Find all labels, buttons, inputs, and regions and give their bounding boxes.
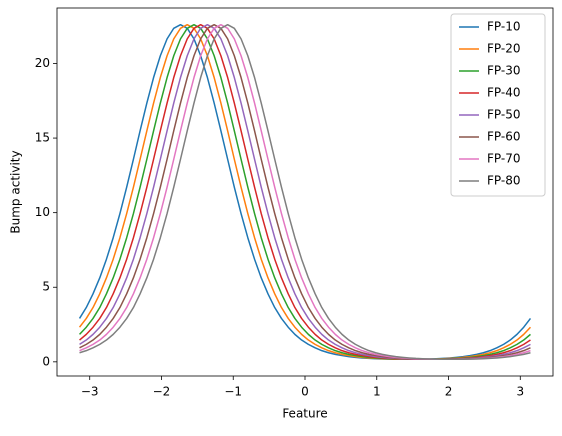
legend-box <box>450 13 546 197</box>
axes-frame <box>56 7 554 377</box>
legend-label: FP-10 <box>487 20 520 34</box>
x-tick-label: −3 <box>81 385 99 399</box>
legend-label: FP-70 <box>487 152 520 166</box>
series-line <box>79 23 531 361</box>
legend-label: FP-80 <box>487 174 520 188</box>
x-axis-label: Feature <box>282 407 327 421</box>
y-tick-label: 5 <box>42 280 50 294</box>
legend-label: FP-50 <box>487 108 520 122</box>
y-tick-label: 10 <box>35 205 50 219</box>
y-tick-label: 0 <box>42 354 50 368</box>
x-tick-label: −1 <box>224 385 242 399</box>
legend-label: FP-30 <box>487 64 520 78</box>
y-tick-label: 15 <box>35 131 50 145</box>
y-tick-label: 20 <box>35 56 50 70</box>
x-tick-label: 2 <box>445 385 453 399</box>
x-tick-label: 3 <box>516 385 524 399</box>
x-tick-label: 1 <box>373 385 381 399</box>
x-tick-label: −2 <box>153 385 171 399</box>
y-axis-label: Bump activity <box>9 150 23 233</box>
legend-label: FP-40 <box>487 86 520 100</box>
legend-label: FP-20 <box>487 42 520 56</box>
legend-label: FP-60 <box>487 130 520 144</box>
x-tick-label: 0 <box>301 385 309 399</box>
